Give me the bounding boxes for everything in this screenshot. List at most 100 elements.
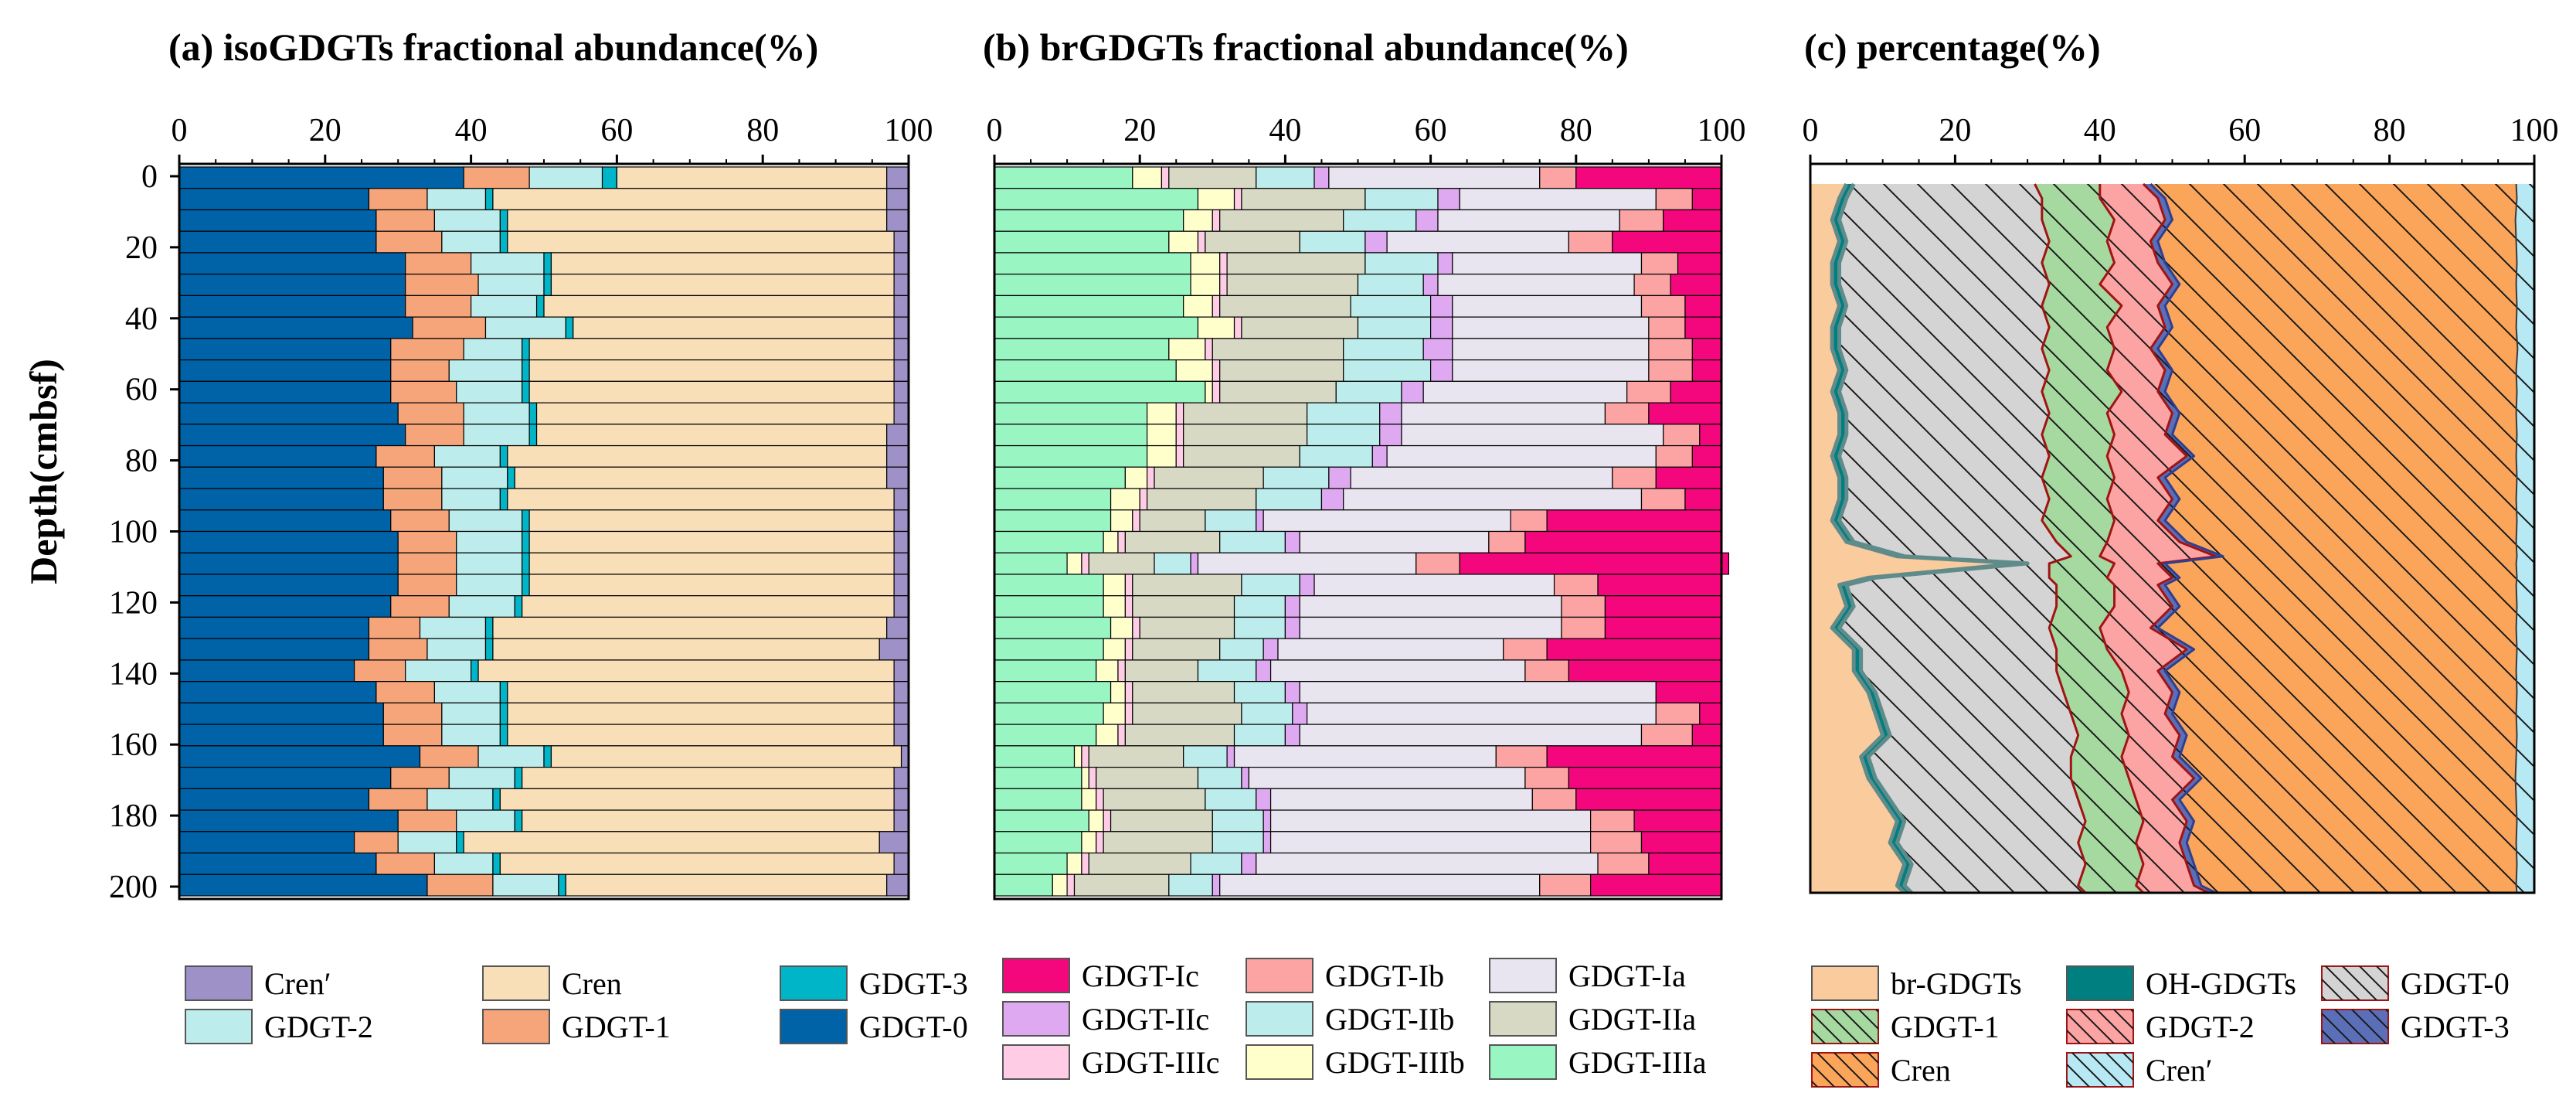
- bar-segment-gdgt-iiib: [1147, 424, 1177, 447]
- bar-segment-cren-: [893, 274, 909, 297]
- bar-segment-gdgt-0: [178, 595, 392, 618]
- bar-segment-gdgt-iiic: [1161, 166, 1170, 189]
- legend-swatch-gdgt-ib: [1246, 958, 1313, 993]
- bar-segment-gdgt-iiic: [1088, 766, 1097, 789]
- bar-segment-gdgt-3: [558, 873, 566, 897]
- bar-segment-gdgt-ib: [1510, 509, 1548, 533]
- bar-segment-gdgt-iiib: [1096, 659, 1119, 683]
- bar-segment-gdgt-iiia: [994, 530, 1104, 553]
- bar-segment-gdgt-ic: [1691, 338, 1722, 361]
- bar-segment-gdgt-2: [456, 809, 515, 832]
- bar-segment-gdgt-ic: [1648, 852, 1722, 875]
- legend-label: Cren′: [264, 966, 331, 1001]
- bar-segment-gdgt-iic: [1320, 488, 1344, 511]
- bar-segment-gdgt-ic: [1684, 295, 1722, 318]
- bar-segment-gdgt-iib: [1233, 724, 1286, 747]
- bar-segment-gdgt-iiic: [1117, 724, 1126, 747]
- bar-segment-gdgt-ia: [1350, 466, 1613, 489]
- bar-segment-gdgt-iiic: [1081, 852, 1089, 875]
- bar-segment-cren: [492, 638, 880, 661]
- bar-segment-gdgt-iia: [1168, 166, 1257, 189]
- bar-segment-gdgt-iia: [1088, 852, 1191, 875]
- bar-segment-gdgt-iic: [1429, 295, 1453, 318]
- bar-segment-cren: [507, 209, 888, 232]
- bar-segment-gdgt-1: [463, 166, 530, 189]
- bar-segment-gdgt-ia: [1269, 788, 1533, 811]
- bar-segment-gdgt-0: [178, 638, 370, 661]
- bar-segment-gdgt-1: [405, 424, 464, 447]
- bar-segment-gdgt-2: [427, 788, 494, 811]
- bar-segment-gdgt-iiic: [1081, 552, 1089, 575]
- bar-segment-gdgt-iia: [1103, 831, 1213, 854]
- bar-segment-gdgt-iia: [1124, 659, 1199, 683]
- bar-segment-gdgt-0: [178, 166, 464, 189]
- bar-segment-gdgt-iic: [1422, 338, 1453, 361]
- bar-segment-cren-: [893, 252, 909, 275]
- bar-segment-gdgt-iiia: [994, 574, 1104, 597]
- bar-segment-gdgt-iiib: [1066, 852, 1082, 875]
- bar-segment-gdgt-ib: [1561, 595, 1606, 618]
- bar-segment-gdgt-2: [456, 380, 523, 403]
- bar-segment-gdgt-0: [178, 230, 377, 254]
- bar-segment-gdgt-iiic: [1233, 188, 1242, 211]
- bar-segment-cren: [565, 873, 888, 897]
- bar-segment-gdgt-3: [543, 274, 552, 297]
- bar-segment-gdgt-2: [492, 873, 559, 897]
- legend-swatch-gdgt-iib: [1246, 1001, 1313, 1037]
- bar-segment-gdgt-ia: [1307, 702, 1657, 725]
- bar-segment-gdgt-iia: [1073, 873, 1170, 897]
- bar-segment-cren-: [893, 809, 909, 832]
- bar-segment-gdgt-iiic: [1212, 295, 1221, 318]
- legend-label: OH-GDGTs: [2146, 966, 2296, 1001]
- bar-segment-gdgt-iic: [1284, 681, 1300, 703]
- bar-segment-gdgt-iia: [1219, 295, 1351, 318]
- bar-segment-gdgt-iib: [1233, 595, 1286, 618]
- bar-segment-gdgt-2: [463, 338, 523, 361]
- legend-label: GDGT-0: [2401, 966, 2510, 1001]
- bar-segment-gdgt-iiia: [994, 659, 1097, 683]
- legend-swatch-gdgt-0: [780, 1009, 848, 1044]
- bar-segment-cren: [550, 745, 902, 768]
- bar-segment-gdgt-0: [178, 788, 370, 811]
- bar-segment-gdgt-ib: [1524, 766, 1569, 789]
- area-cren--hatch: [2515, 184, 2534, 893]
- legend-swatch-gdgt-3: [780, 965, 848, 1001]
- legend-swatch-gdgt-2: [185, 1009, 253, 1044]
- bar-segment-gdgt-iiic: [1096, 831, 1104, 854]
- bar-segment-gdgt-0: [178, 444, 377, 468]
- legend-swatch-cren-: [185, 965, 253, 1001]
- bar-segment-gdgt-3: [543, 252, 552, 275]
- bar-segment-gdgt-0: [178, 338, 392, 361]
- bar-segment-gdgt-iiia: [994, 766, 1082, 789]
- bar-segment-gdgt-iiia: [994, 488, 1112, 511]
- bar-segment-gdgt-2: [477, 745, 545, 768]
- bar-segment-gdgt-iiia: [994, 852, 1068, 875]
- bar-segment-gdgt-iiia: [994, 402, 1148, 425]
- bar-segment-gdgt-3: [514, 766, 523, 789]
- bar-segment-gdgt-3: [499, 488, 508, 511]
- bar-segment-gdgt-iib: [1212, 809, 1264, 832]
- bar-segment-gdgt-iiia: [994, 595, 1104, 618]
- bar-segment-cren: [528, 338, 895, 361]
- bar-segment-gdgt-ib: [1561, 616, 1606, 639]
- legend-label: GDGT-1: [1891, 1010, 2000, 1044]
- bar-segment-gdgt-iiib: [1183, 209, 1213, 232]
- x-tick-label: 80: [1560, 113, 1592, 148]
- bar-segment-gdgt-ic: [1640, 831, 1722, 854]
- bar-segment-gdgt-iiib: [1168, 230, 1199, 254]
- bar-segment-gdgt-ic: [1575, 166, 1722, 189]
- bar-segment-cren: [507, 702, 895, 725]
- legend-swatch-cren: [482, 965, 550, 1001]
- bar-segment-cren-: [893, 230, 909, 254]
- bar-segment-gdgt-iib: [1299, 444, 1373, 468]
- legend-label: GDGT-3: [859, 966, 968, 1001]
- bar-segment-gdgt-0: [178, 295, 406, 318]
- bar-segment-gdgt-0: [178, 852, 377, 875]
- bar-segment-cren: [492, 616, 888, 639]
- y-tick-label: 20: [125, 230, 158, 266]
- bar-segment-gdgt-iiia: [994, 166, 1133, 189]
- bar-segment-gdgt-iib: [1197, 659, 1257, 683]
- bar-segment-gdgt-iib: [1307, 402, 1381, 425]
- bar-segment-gdgt-ia: [1386, 444, 1657, 468]
- y-tick-label: 100: [109, 515, 158, 550]
